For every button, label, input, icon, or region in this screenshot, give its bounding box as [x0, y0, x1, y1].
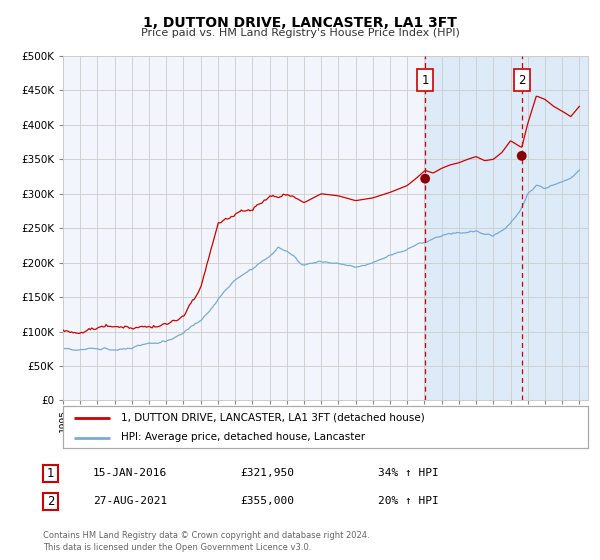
Text: 1: 1: [421, 73, 429, 87]
Text: £355,000: £355,000: [240, 496, 294, 506]
Text: £321,950: £321,950: [240, 468, 294, 478]
Text: 1, DUTTON DRIVE, LANCASTER, LA1 3FT: 1, DUTTON DRIVE, LANCASTER, LA1 3FT: [143, 16, 457, 30]
Text: Contains HM Land Registry data © Crown copyright and database right 2024.: Contains HM Land Registry data © Crown c…: [43, 531, 370, 540]
Point: [421, 174, 430, 183]
Text: This data is licensed under the Open Government Licence v3.0.: This data is licensed under the Open Gov…: [43, 543, 311, 552]
Text: 2: 2: [47, 494, 55, 508]
Point: [517, 151, 527, 160]
Text: 34% ↑ HPI: 34% ↑ HPI: [378, 468, 439, 478]
Text: 2: 2: [518, 73, 526, 87]
Bar: [425, 56, 588, 400]
Text: 1: 1: [47, 466, 55, 480]
Text: HPI: Average price, detached house, Lancaster: HPI: Average price, detached house, Lanc…: [121, 432, 365, 442]
Text: 27-AUG-2021: 27-AUG-2021: [93, 496, 167, 506]
Text: 20% ↑ HPI: 20% ↑ HPI: [378, 496, 439, 506]
Text: Price paid vs. HM Land Registry's House Price Index (HPI): Price paid vs. HM Land Registry's House …: [140, 28, 460, 38]
Text: 15-JAN-2016: 15-JAN-2016: [93, 468, 167, 478]
Text: 1, DUTTON DRIVE, LANCASTER, LA1 3FT (detached house): 1, DUTTON DRIVE, LANCASTER, LA1 3FT (det…: [121, 413, 425, 423]
